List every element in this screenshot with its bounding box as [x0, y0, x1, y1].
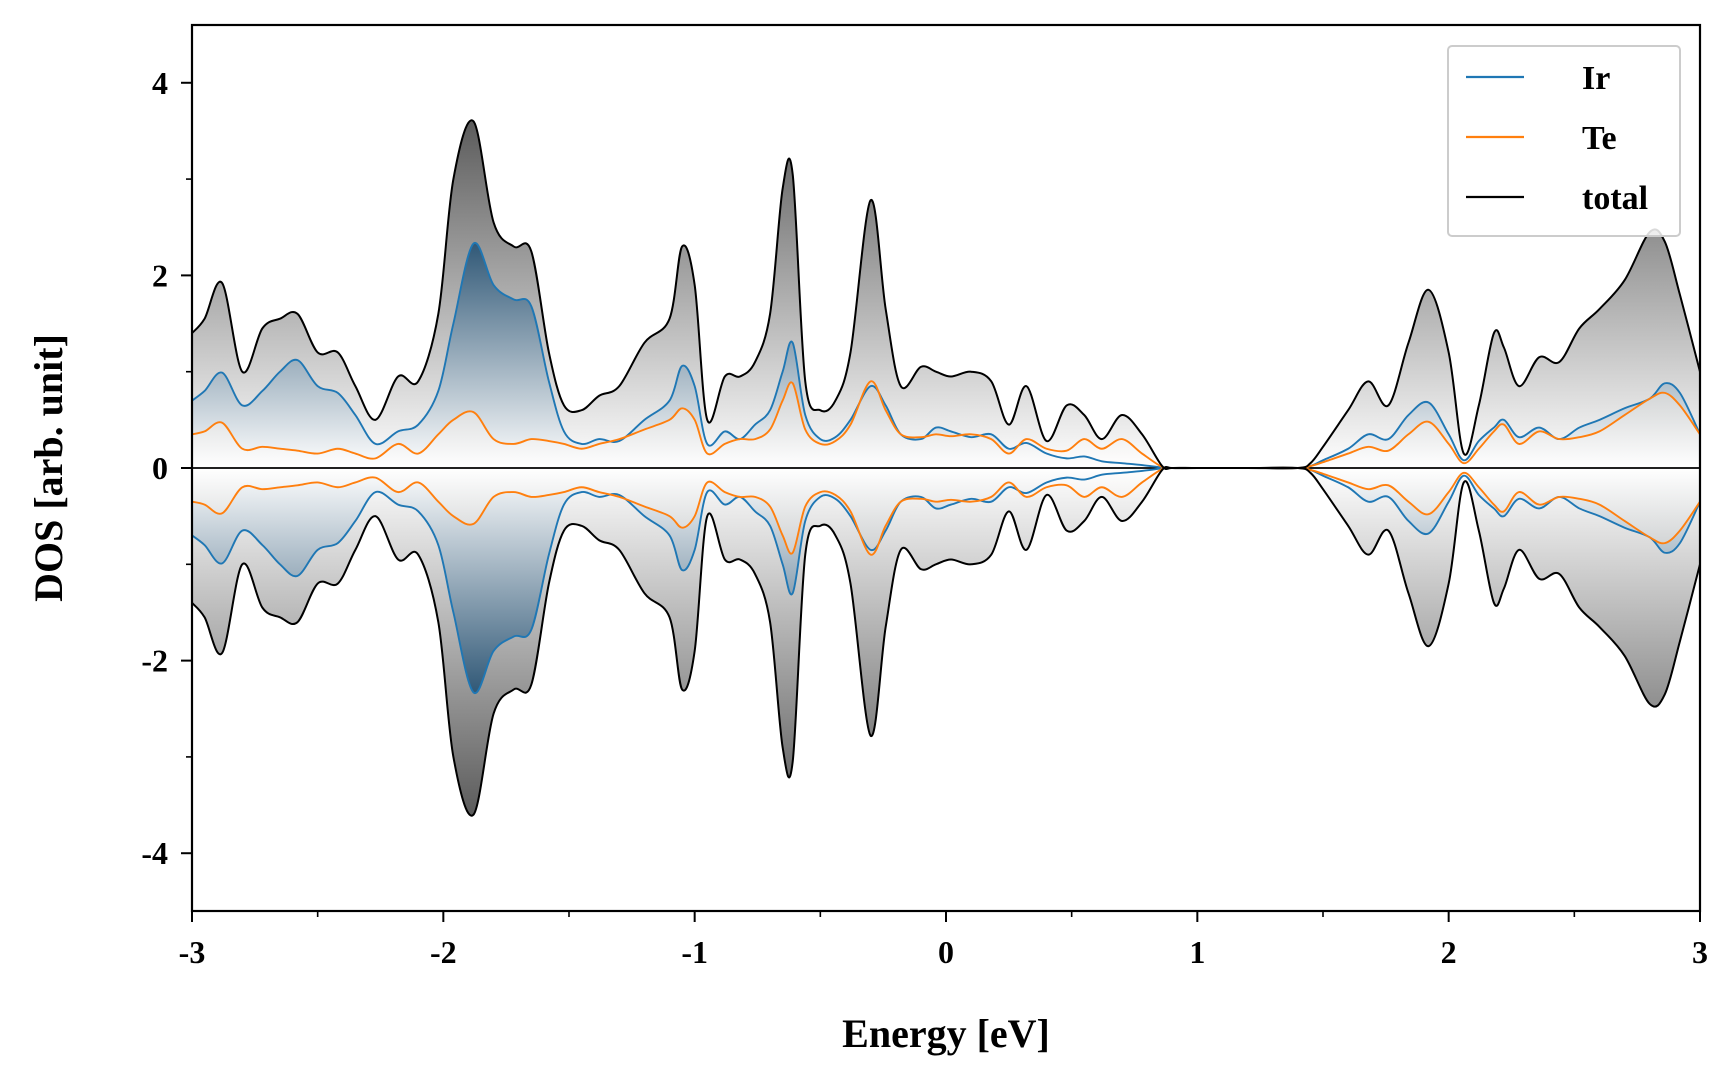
legend-box [1447, 45, 1681, 237]
y-tick-label: -2 [141, 643, 168, 679]
x-tick-label: -2 [430, 934, 457, 970]
x-tick-label: 0 [938, 934, 954, 970]
y-tick-label: 4 [152, 65, 168, 101]
line-te-up [192, 380, 1700, 470]
line-total-up [192, 119, 1700, 471]
y-tick-label: 2 [152, 257, 168, 293]
line-ir-up [192, 242, 1700, 470]
y-axis-label: DOS [arb. unit] [26, 334, 71, 602]
y-tick-label: -4 [141, 835, 168, 871]
x-tick-label: 1 [1189, 934, 1205, 970]
line-te-down [192, 466, 1700, 556]
x-tick-label: -3 [179, 934, 206, 970]
line-total-down [192, 465, 1700, 817]
line-ir-down [192, 466, 1700, 694]
x-tick-label: 2 [1441, 934, 1457, 970]
legend-label-te: Te [1582, 120, 1617, 157]
plot-area [192, 119, 1700, 817]
legend-label-ir: Ir [1582, 60, 1610, 97]
x-tick-label: 3 [1692, 934, 1708, 970]
legend: Ir Te total [1447, 45, 1681, 237]
lines-layer [192, 119, 1700, 817]
x-tick-label: -1 [681, 934, 708, 970]
legend-label-total: total [1582, 180, 1648, 217]
y-tick-label: 0 [152, 450, 168, 486]
x-axis-label: Energy [eV] [842, 1011, 1050, 1056]
ticks-layer: -3 -2 -1 0 1 2 3 -4 -2 0 2 4 [141, 65, 1708, 970]
